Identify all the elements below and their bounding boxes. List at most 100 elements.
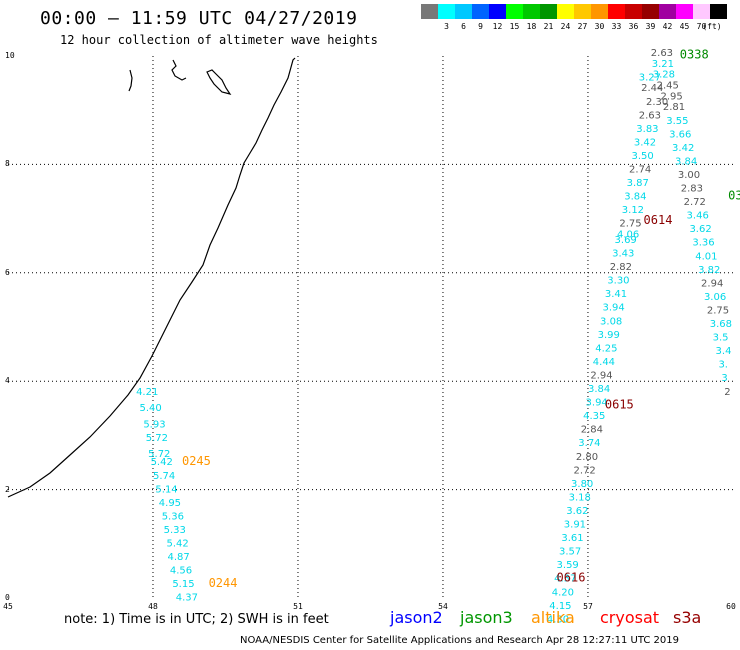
legend-swatch (455, 4, 472, 19)
island (128, 69, 133, 92)
wave-height-value: 3.30 (607, 276, 629, 287)
wave-height-value: 3.91 (564, 520, 586, 531)
wave-height-value: 2.63 (651, 48, 673, 59)
wave-height-value: 5.72 (146, 433, 168, 444)
legend-swatch (693, 4, 710, 19)
wave-height-value: 4.30 (547, 614, 569, 625)
wave-height-value: 2.94 (590, 370, 612, 381)
wave-height-value: 3.62 (689, 224, 711, 235)
legend-label: 6 (461, 22, 466, 31)
pass-time-label: 03 (728, 189, 740, 203)
wave-height-value: 2.74 (629, 165, 651, 176)
wave-height-value: 2 (724, 387, 730, 398)
wave-height-value: 3.55 (666, 116, 688, 127)
satellite-jason3: jason3 (460, 608, 513, 627)
wave-height-value: 3.08 (600, 316, 622, 327)
legend-swatch (438, 4, 455, 19)
legend-label: 36 (628, 22, 639, 31)
lat-tick-label: 0 (5, 593, 10, 602)
legend-swatch (659, 4, 676, 19)
wave-height-value: 3.61 (561, 533, 583, 544)
legend-swatch (472, 4, 489, 19)
chart-subtitle: 12 hour collection of altimeter wave hei… (60, 33, 378, 47)
satellite-jason2: jason2 (390, 608, 443, 627)
wave-height-value: 3.84 (675, 156, 697, 167)
legend-swatch (642, 4, 659, 19)
wave-height-value: 3. (718, 360, 728, 371)
pass-time-labels: 0245 0244 0338 03 0614 0615 0616 (182, 48, 740, 590)
satellite-altika: altika (531, 608, 575, 627)
lon-tick-label: 48 (148, 602, 158, 611)
wave-height-value: 3.84 (624, 192, 646, 203)
wave-height-value: 2.75 (619, 219, 641, 230)
legend-swatch (710, 4, 727, 19)
wave-height-value: 2.63 (639, 110, 661, 121)
wave-height-value: 5.40 (139, 403, 161, 414)
legend-label: 12 (492, 22, 503, 31)
legend-swatch (540, 4, 557, 19)
legend-label: 18 (526, 22, 537, 31)
legend-label: 3 (444, 22, 449, 31)
wave-height-value: 4.56 (170, 566, 192, 577)
wave-height-value: 2.84 (581, 425, 603, 436)
wave-height-value: 2.72 (573, 465, 595, 476)
wave-height-value: 2.44 (641, 83, 663, 94)
pass-time-label: 0615 (605, 397, 634, 411)
lat-tick-label: 6 (5, 267, 10, 277)
wave-height-value: 3.43 (612, 249, 634, 260)
wave-height-value: 2.45 (657, 81, 679, 92)
wave-height-value: 3.94 (602, 303, 624, 314)
wave-height-value: 3.46 (687, 211, 709, 222)
wave-height-value: 5.33 (164, 525, 186, 536)
legend-label: 30 (594, 22, 605, 31)
pass-time-label: 0338 (680, 48, 709, 62)
wave-height-value: 3.4 (716, 346, 732, 357)
wave-height-value: 5.36 (162, 511, 184, 522)
wave-height-value: 3.00 (678, 170, 700, 181)
pass-time-label: 0616 (557, 571, 586, 585)
legend-swatch (676, 4, 693, 19)
legend-label: 27 (577, 22, 588, 31)
wave-height-value: 2.80 (576, 452, 598, 463)
wave-height-value: 4.21 (136, 387, 158, 398)
legend-label: 33 (611, 22, 622, 31)
lat-lon-grid (8, 56, 736, 598)
wave-height-tracks: 4.215.405.935.725.725.425.745.144.955.36… (136, 48, 732, 625)
wave-height-value: 4.87 (167, 552, 189, 563)
pass-time-label: 0614 (644, 213, 673, 227)
lat-tick-label: 4 (5, 376, 10, 386)
wave-height-value: 5.15 (172, 579, 194, 590)
legend-label: 70 (696, 22, 707, 31)
wave-height-value: 3.68 (710, 319, 732, 330)
lon-tick-label: 45 (3, 602, 13, 611)
lon-tick-label: 51 (293, 602, 303, 611)
legend-label: 45 (679, 22, 690, 31)
wave-height-value: 3.62 (566, 506, 588, 517)
wave-height-value: 4.35 (583, 411, 605, 422)
satellite-s3a: s3a (673, 608, 702, 627)
wave-height-value: 3.99 (598, 330, 620, 341)
legend-swatch (523, 4, 540, 19)
wave-height-value: 4.15 (549, 601, 571, 612)
wave-height-value: 3.66 (669, 129, 691, 140)
wave-height-value: 2.94 (701, 278, 723, 289)
wave-height-value: 3.57 (559, 547, 581, 558)
wave-height-value: 3.83 (636, 124, 658, 135)
wave-height-value: 4.25 (595, 343, 617, 354)
wave-height-value: 4.44 (593, 357, 615, 368)
wave-height-value: 4.01 (695, 251, 717, 262)
wave-height-value: 2.95 (660, 91, 682, 102)
pass-time-label: 0245 (182, 454, 211, 468)
footer-note: note: 1) Time is in UTC; 2) SWH is in fe… (64, 612, 329, 627)
wave-height-value: 3.06 (704, 292, 726, 303)
wave-height-value: 3.59 (557, 560, 579, 571)
legend-label: 15 (509, 22, 520, 31)
wave-height-value: 2.83 (681, 184, 703, 195)
wave-height-value: 4.20 (552, 587, 574, 598)
wave-height-value: 3.21 (652, 59, 674, 70)
wave-height-value: 2.81 (663, 102, 685, 113)
legend-label: 42 (662, 22, 673, 31)
wave-height-value: 5.74 (153, 471, 175, 482)
wave-height-value: 3.84 (588, 384, 610, 395)
